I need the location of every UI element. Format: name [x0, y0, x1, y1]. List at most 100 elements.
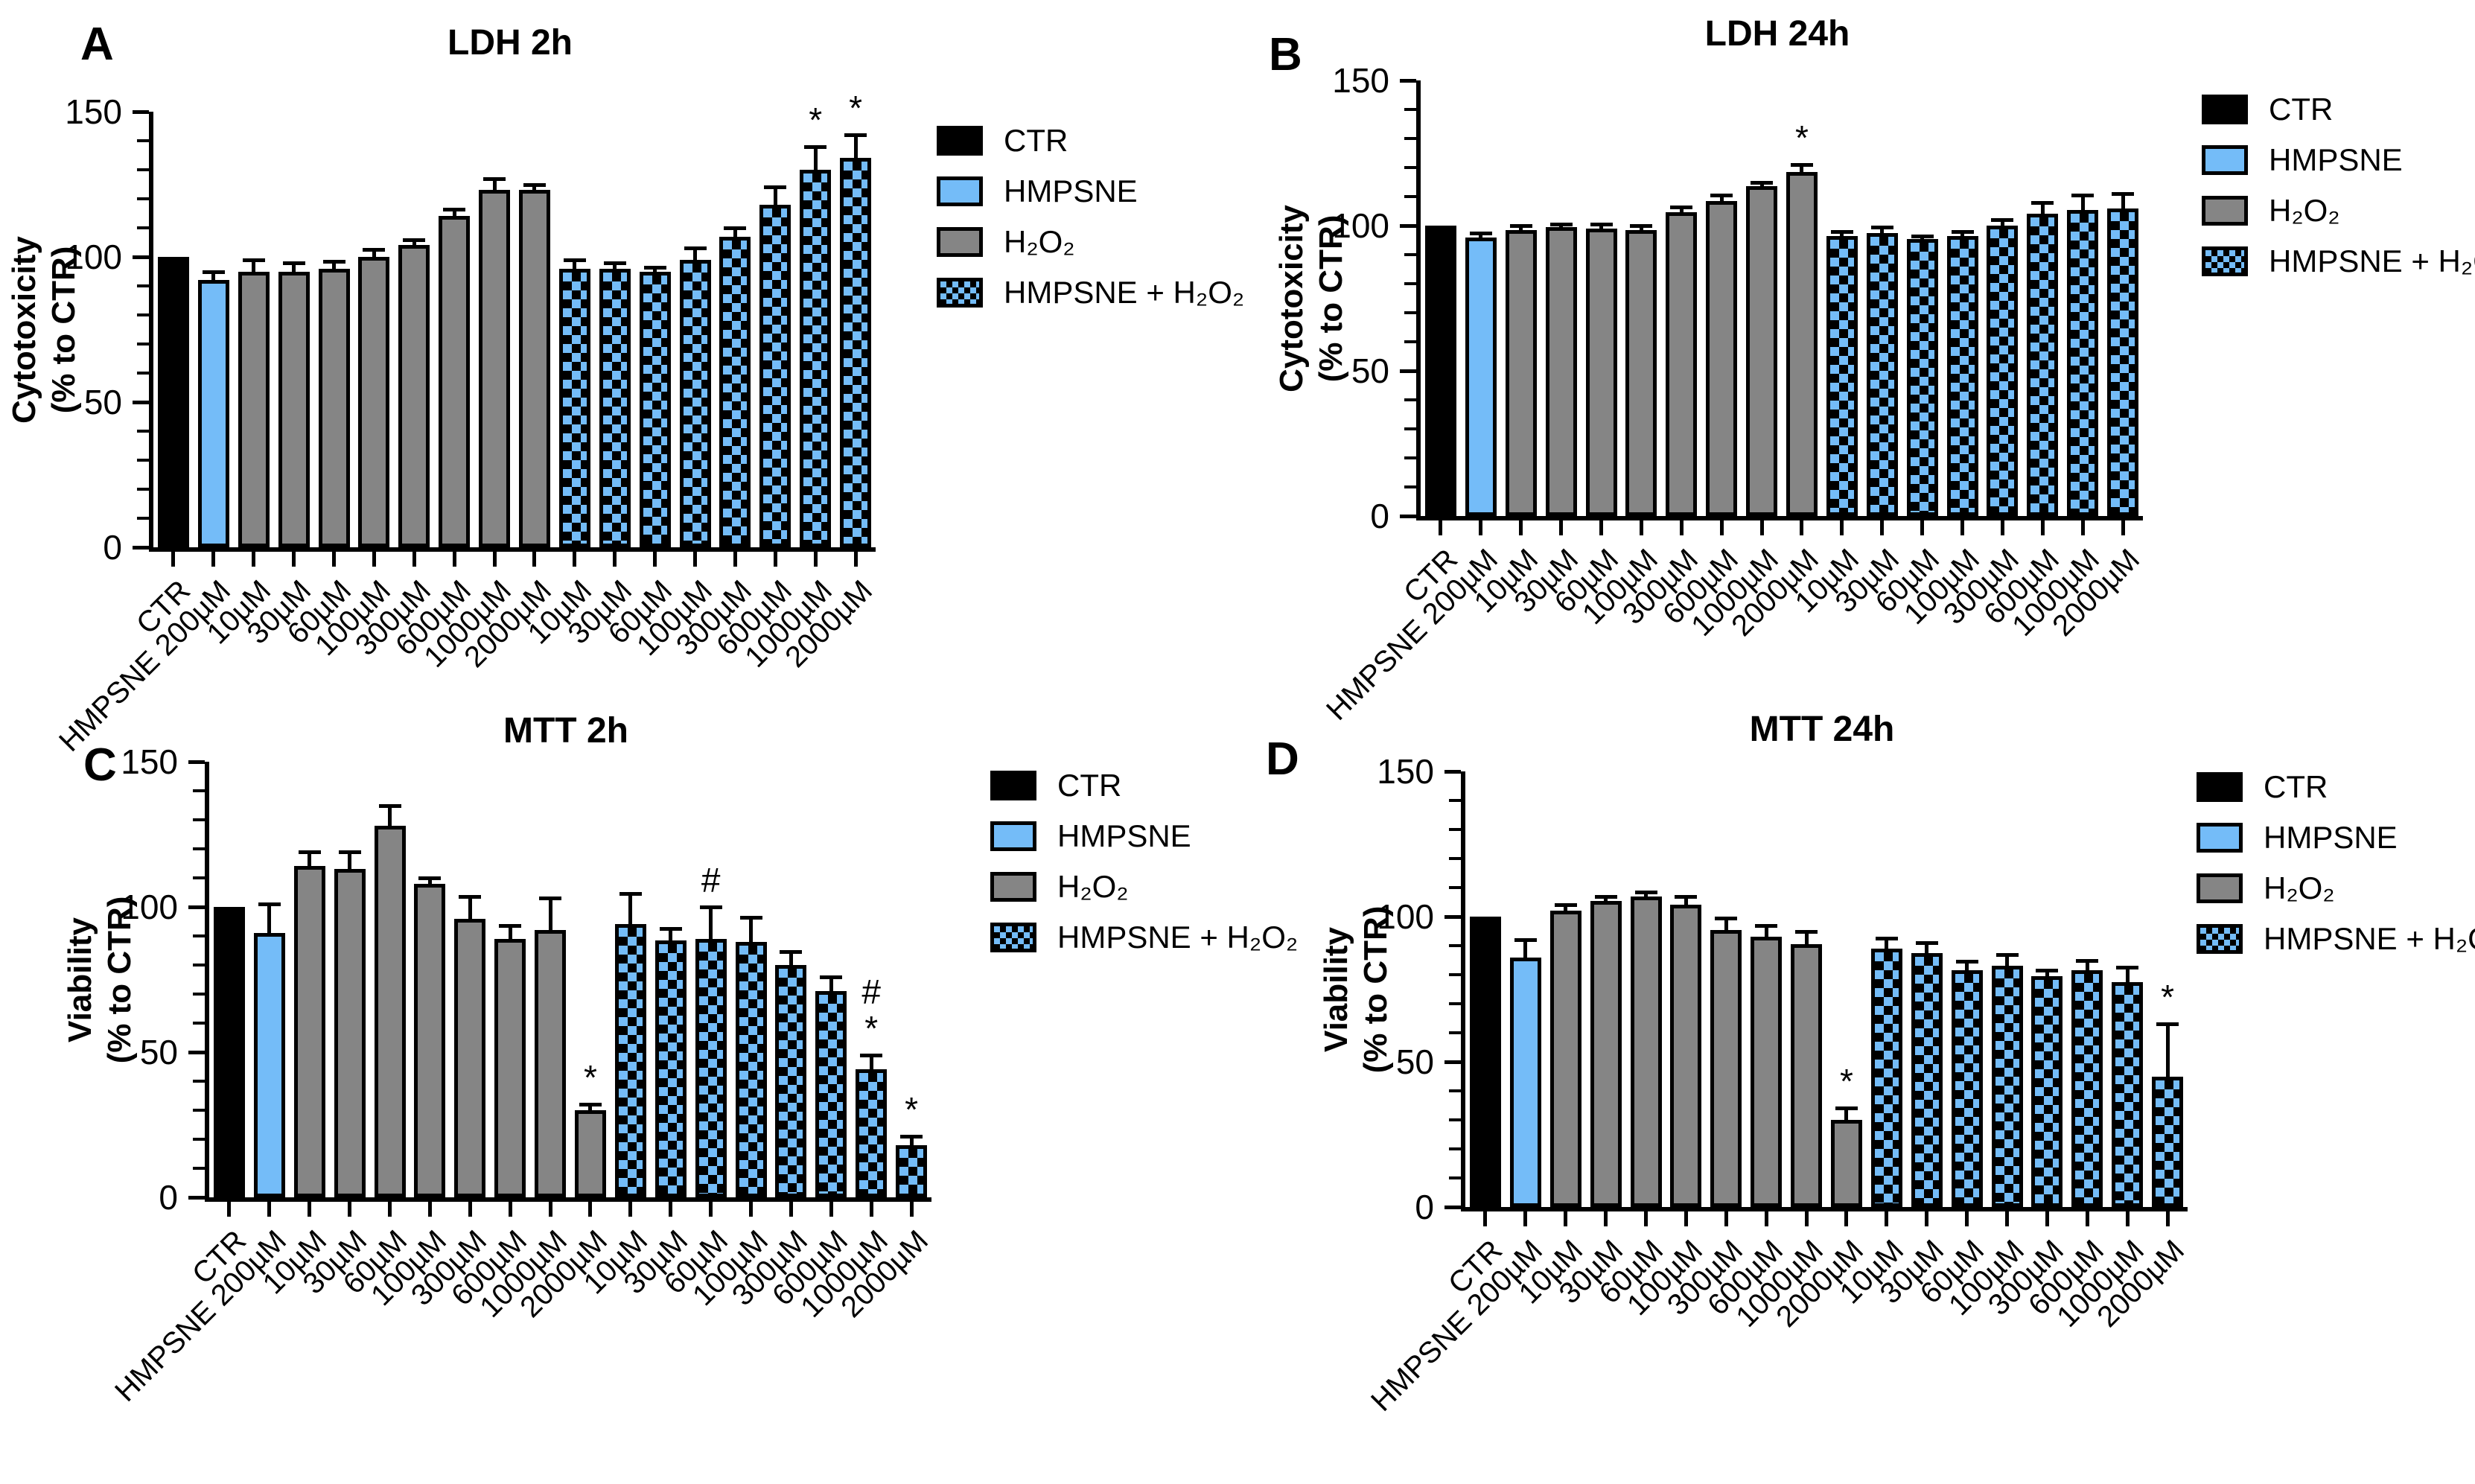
error-bar	[388, 805, 392, 827]
x-axis-tick	[588, 1197, 593, 1217]
error-bar	[709, 907, 713, 940]
legend-item: HMPSNE	[990, 818, 1298, 853]
error-bar-cap	[403, 238, 426, 242]
bar-2000µM	[1830, 1120, 1862, 1207]
bar-CTR	[1424, 226, 1456, 516]
legend-item: CTR	[937, 123, 1244, 158]
x-axis-tick	[1604, 1207, 1608, 1226]
error-bar-cap	[764, 185, 787, 190]
y-axis-minor-tick	[193, 1109, 205, 1112]
error-bar-cap	[1549, 223, 1573, 227]
bar-1000µM	[1791, 944, 1823, 1207]
error-bar-cap	[499, 924, 522, 929]
y-axis-minor-tick	[193, 1138, 205, 1141]
bar-100µM	[1625, 229, 1657, 516]
error-bar-cap	[1755, 923, 1778, 928]
error-bar-cap	[2112, 192, 2135, 197]
bar-600µM	[2071, 970, 2103, 1207]
error-bar-cap	[1951, 229, 1974, 234]
x-axis-tick	[909, 1197, 914, 1217]
error-bar	[1880, 226, 1885, 235]
error-bar	[1599, 224, 1603, 230]
bar-100µM	[1946, 235, 1978, 516]
y-axis-minor-tick	[193, 1167, 205, 1170]
legend-swatch-ctr	[937, 126, 983, 156]
bar-600µM	[815, 991, 847, 1197]
x-axis-tick	[348, 1197, 352, 1217]
panel-letter-b: B	[1269, 29, 1302, 80]
legend-label: HMPSNE + H₂O₂	[2264, 921, 2475, 956]
legend-label: HMPSNE	[2269, 142, 2403, 177]
error-bar-cap	[338, 850, 361, 854]
panel-letter-a: A	[80, 19, 114, 70]
x-axis-tick	[532, 547, 537, 567]
error-bar-cap	[684, 246, 707, 251]
x-axis-tick	[1764, 1207, 1768, 1226]
error-bar	[1965, 961, 1969, 972]
legend-label: CTR	[2269, 92, 2334, 127]
error-bar-cap	[1790, 163, 1813, 168]
error-bar-cap	[1995, 952, 2019, 957]
y-axis-tick	[1400, 223, 1416, 228]
plot-area: 0 50 100 150 CTR HMPSNE 200µM 10µM 30µM 60µM 100µ…	[1365, 752, 2191, 1418]
y-axis-minor-tick	[1404, 137, 1416, 140]
error-bar	[1960, 231, 1964, 238]
y-axis-minor-tick	[193, 1080, 205, 1083]
x-axis-tick	[1679, 516, 1684, 535]
error-bar-cap	[1955, 960, 1978, 964]
legend-swatch-h2o2	[2197, 873, 2243, 903]
y-axis-minor-tick	[1449, 1118, 1461, 1121]
error-bar-cap	[2036, 969, 2059, 973]
error-bar	[1840, 231, 1844, 238]
error-bar	[2085, 960, 2089, 972]
error-bar	[1639, 226, 1643, 232]
x-axis-tick	[2165, 1207, 2170, 1226]
error-bar	[588, 1104, 593, 1112]
x-axis-tick	[1840, 516, 1844, 535]
error-bar	[829, 976, 833, 993]
error-bar	[1604, 896, 1608, 902]
x-axis-tick	[1479, 516, 1483, 535]
plot-area: 0 50 100 150 CTR HMPSNE 200µM 10µM 30µM 60µM 100µ…	[109, 742, 934, 1408]
y-axis-minor-tick	[137, 459, 149, 462]
y-axis-tick-label: 100	[121, 888, 178, 926]
x-axis-tick	[829, 1197, 833, 1217]
x-axis-tick	[613, 547, 617, 567]
error-bar	[693, 248, 697, 261]
y-axis-tick	[1400, 514, 1416, 518]
bar-100µM	[735, 941, 767, 1197]
bar-60µM	[374, 825, 406, 1197]
error-bar-cap	[1830, 229, 1853, 234]
bar-30µM	[599, 268, 631, 547]
legend-item: HMPSNE + H₂O₂	[990, 920, 1298, 955]
error-bar-cap	[443, 207, 466, 211]
x-axis-tick	[1519, 516, 1523, 535]
legend: CTR HMPSNE H₂O₂ HMPSNE + H₂O₂	[937, 123, 1244, 331]
y-axis-tick	[1400, 78, 1416, 83]
error-bar-cap	[1875, 937, 1898, 941]
bar-300µM	[775, 965, 807, 1197]
x-axis-tick	[1724, 1207, 1728, 1226]
legend-item: HMPSNE + H₂O₂	[2197, 921, 2475, 956]
y-axis-minor-tick	[193, 1022, 205, 1025]
y-axis-minor-tick	[193, 934, 205, 937]
x-axis-tick	[573, 547, 577, 567]
error-bar	[2040, 202, 2045, 216]
x-axis-tick	[1880, 516, 1885, 535]
legend-item: HMPSNE + H₂O₂	[2202, 243, 2475, 278]
y-axis-tick-label: 0	[1415, 1188, 1434, 1226]
error-bar-cap	[1594, 894, 1617, 899]
error-bar-cap	[378, 803, 401, 808]
x-axis-tick	[427, 1197, 432, 1217]
error-bar	[2165, 1024, 2170, 1078]
y-axis-minor-tick	[137, 139, 149, 142]
x-axis-tick	[693, 547, 697, 567]
x-axis-tick	[332, 547, 336, 567]
bar-300µM	[1710, 929, 1742, 1207]
y-axis-tick-label: 50	[83, 383, 122, 421]
legend-swatch-checker	[937, 278, 983, 308]
x-axis-tick	[1564, 1207, 1568, 1226]
y-axis-tick-label: 50	[139, 1033, 178, 1071]
x-axis-tick	[2005, 1207, 2009, 1226]
x-axis-tick	[813, 547, 818, 567]
